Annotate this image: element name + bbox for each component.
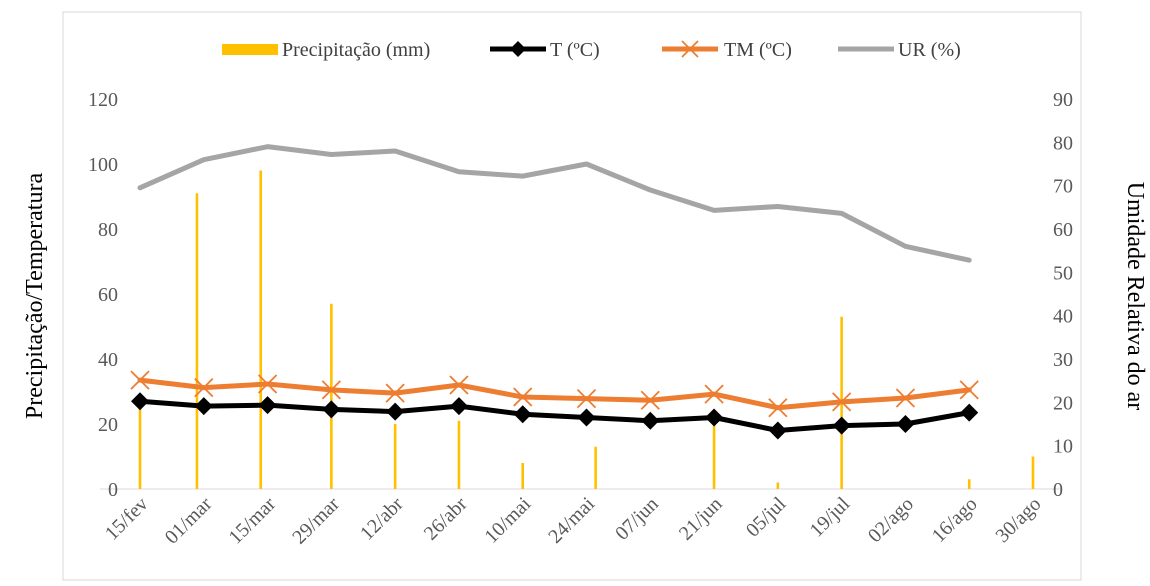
legend-swatch-t [490,41,546,57]
legend-swatch-tm [662,40,718,58]
series-line-ur [137,144,972,263]
data-point [832,392,852,412]
precipitation-bar [138,398,142,489]
data-point [895,388,916,408]
data-point [322,400,341,419]
y2-tick-label: 90 [1053,89,1073,111]
y2-tick-label: 10 [1053,436,1073,458]
precipitation-bar [776,482,780,489]
data-point [386,402,405,421]
legend-label-precipitation: Precipitação (mm) [282,39,430,61]
data-point [768,421,787,440]
data-point [704,384,724,404]
data-point [959,380,979,400]
legend-label-t: T (ºC) [550,39,600,61]
data-point [385,383,405,403]
data-point [130,370,150,390]
y2-tick-label: 50 [1053,262,1073,284]
legend-swatch-precipitation [222,44,278,55]
data-point [577,408,596,427]
y-tick-label: 40 [98,349,118,371]
precipitation-bar [521,463,525,489]
data-point [641,411,660,430]
y-axis-title: Precipitação/Temperatura [22,173,48,420]
y-tick-label: 80 [98,219,118,241]
y-tick-label: 0 [108,479,118,501]
y2-tick-label: 30 [1053,349,1073,371]
y2-tick-label: 80 [1053,132,1073,154]
series-lines [130,144,979,440]
precipitation-bar [330,303,333,489]
precipitation-bar [259,170,263,489]
data-point [321,380,341,400]
data-point [194,377,214,398]
y-tick-label: 120 [88,89,118,111]
y2-axis-title: Umidade Relativa do ar [1122,182,1148,411]
y2-tick-label: 60 [1053,219,1073,241]
chart-frame [62,11,1082,581]
data-point [705,408,724,427]
data-point [640,390,660,410]
data-point [576,389,597,409]
precipitation-bar [457,420,461,489]
precipitation-bar [594,446,597,489]
data-point [832,416,851,435]
data-point [194,397,213,416]
legend: Precipitação (mm) T (ºC) TM (ºC) UR (%) [222,39,961,61]
y2-tick-label: 70 [1053,176,1073,198]
y2-tick-label: 0 [1053,479,1063,501]
y2-tick-label: 20 [1053,392,1073,414]
data-point [449,397,468,416]
precipitation-bar [195,193,199,489]
y-tick-label: 20 [98,414,118,436]
precipitation-bar [393,424,397,489]
data-point [513,405,532,424]
data-point [131,392,149,411]
data-point [449,375,469,395]
data-point [960,403,979,422]
series-line-tm [137,377,972,411]
legend-label-tm: TM (ºC) [724,39,792,61]
y2-tick-label: 40 [1053,306,1073,328]
precipitation-bar [1031,456,1035,489]
data-point [513,387,533,407]
data-point [896,415,915,433]
precipitation-bar [967,479,971,489]
y-tick-label: 60 [98,284,118,306]
series-line-t [137,398,972,433]
y-tick-label: 100 [88,154,118,176]
legend-label-ur: UR (%) [898,39,961,61]
data-point [257,374,278,394]
data-point [768,398,788,418]
data-point [258,396,277,415]
precipitation-bar [712,424,716,489]
